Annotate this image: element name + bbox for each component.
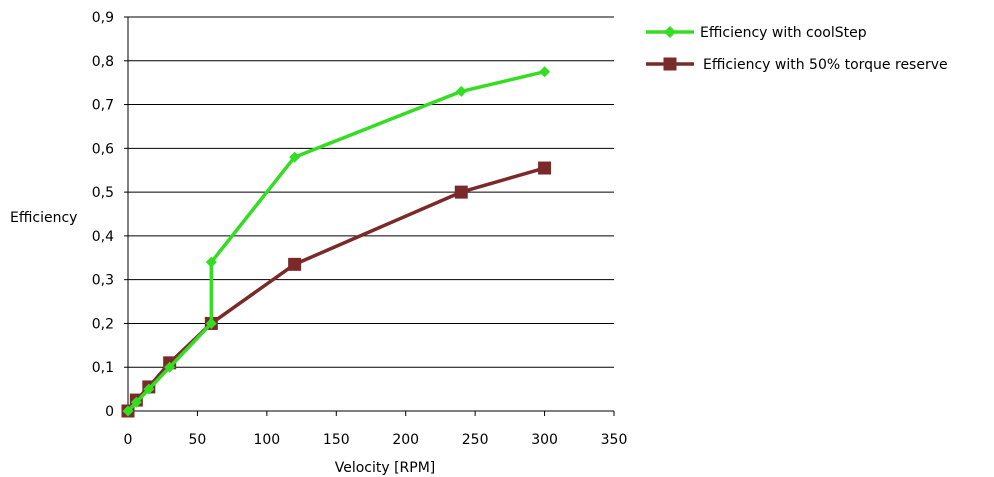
data-point [205, 317, 217, 329]
legend-marker [663, 57, 677, 71]
y-tick-label: 0,3 [92, 273, 114, 289]
y-tick-label: 0,7 [92, 98, 114, 114]
y-tick-label: 0,4 [92, 229, 114, 245]
data-point [205, 256, 217, 268]
x-tick-label: 150 [323, 432, 350, 448]
x-tick-label: 50 [189, 432, 207, 448]
x-tick-label: 350 [601, 432, 628, 448]
y-tick-label: 0,1 [92, 360, 114, 376]
legend-label: Efficiency with 50% torque reserve [703, 57, 948, 73]
x-tick-labels: 0 50 100 150 200 250 300 350 [124, 432, 628, 448]
y-tick-label: 0 [105, 404, 114, 420]
legend-marker [664, 26, 676, 38]
data-point [164, 361, 176, 373]
x-tick-label: 0 [124, 432, 133, 448]
y-tick-label: 0,9 [92, 10, 114, 26]
legend-label: Efficiency with coolStep [700, 25, 867, 41]
y-tick-label: 0,8 [92, 54, 114, 70]
legend-item: Efficiency with 50% torque reserve [646, 57, 948, 73]
data-point [538, 161, 552, 175]
axes [124, 16, 615, 416]
y-tick-labels: 0 0,1 0,2 0,3 0,4 0,5 0,6 0,7 0,8 0,9 [92, 10, 114, 420]
series [121, 66, 552, 418]
x-tick-label: 300 [531, 432, 558, 448]
data-point [130, 396, 142, 408]
data-point [454, 185, 468, 199]
series-coolstep [122, 66, 551, 417]
x-tick-label: 250 [462, 432, 489, 448]
series-torque-reserve [121, 161, 552, 418]
data-point [288, 257, 302, 271]
series-line [126, 166, 547, 413]
data-point [122, 405, 134, 417]
series-line [126, 69, 547, 413]
y-axis-title: Efficiency [10, 210, 77, 226]
data-point [455, 85, 467, 97]
y-tick-label: 0,5 [92, 185, 114, 201]
x-tick-label: 200 [392, 432, 419, 448]
data-point [143, 383, 155, 395]
y-tick-label: 0,2 [92, 316, 114, 332]
y-tick-label: 0,6 [92, 141, 114, 157]
gridlines [128, 16, 614, 368]
legend-item: Efficiency with coolStep [646, 25, 867, 41]
x-tick-label: 100 [253, 432, 280, 448]
data-point [539, 66, 551, 78]
x-axis-title: Velocity [RPM] [335, 460, 436, 476]
data-point [289, 151, 301, 163]
legend: Efficiency with coolStep Efficiency with … [646, 25, 948, 73]
